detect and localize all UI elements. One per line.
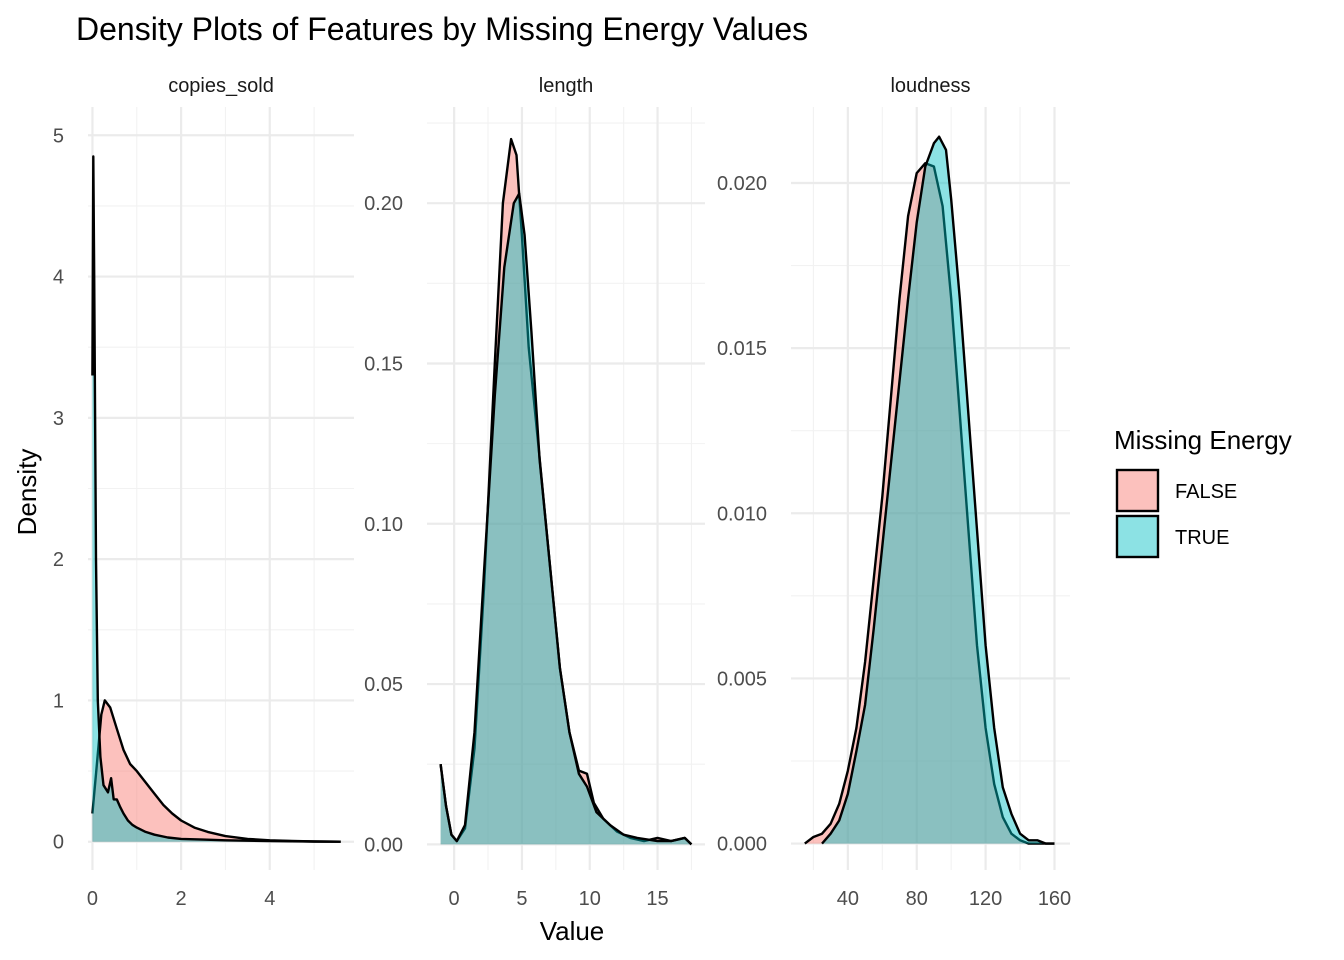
x-tick-label: 80 bbox=[906, 888, 928, 910]
panel-copies_sold: 0 1 2 3 4 5 0 2 4 copies_sold bbox=[53, 75, 354, 910]
density-area-copies_sold-false bbox=[92, 700, 341, 842]
y-tick-label: 0 bbox=[53, 832, 64, 854]
y-tick-label: 4 bbox=[53, 267, 64, 289]
density-line-copies_sold-false bbox=[91, 699, 341, 843]
density-line-length-true bbox=[439, 192, 693, 846]
x-axis-title: Value bbox=[540, 916, 605, 946]
x-tick-label: 0 bbox=[87, 888, 98, 910]
x-tick-label: 4 bbox=[264, 888, 275, 910]
x-tick-label: 10 bbox=[579, 888, 601, 910]
facet-label-loudness: loudness bbox=[890, 75, 970, 97]
legend-label-false: FALSE bbox=[1175, 481, 1237, 503]
x-tick-label: 160 bbox=[1038, 888, 1071, 910]
density-area-loudness-true bbox=[822, 136, 1055, 844]
y-tick-label: 0.000 bbox=[717, 834, 767, 856]
y-tick-label: 0.020 bbox=[717, 173, 767, 195]
x-tick-label: 15 bbox=[646, 888, 668, 910]
panel-length: 0.00 0.05 0.10 0.15 0.20 0 5 10 15 length bbox=[364, 75, 705, 910]
x-tick-label: 40 bbox=[837, 888, 859, 910]
y-tick-label: 0.00 bbox=[364, 834, 403, 856]
legend-key-true bbox=[1115, 514, 1160, 559]
facet-panels: 0 1 2 3 4 5 0 2 4 copies_sold 0.00 0.05 0.10 0.15 0.20… bbox=[53, 75, 1071, 910]
x-tick-label: 2 bbox=[176, 888, 187, 910]
density-line-copies_sold-true bbox=[91, 155, 341, 843]
x-tick-label: 0 bbox=[449, 888, 460, 910]
y-tick-label: 0.015 bbox=[717, 338, 767, 360]
y-tick-label: 0.05 bbox=[364, 674, 403, 696]
density-line-loudness-true bbox=[821, 135, 1055, 845]
density-area-copies_sold-true bbox=[92, 156, 341, 842]
legend-label-true: TRUE bbox=[1175, 527, 1229, 549]
y-tick-label: 0.005 bbox=[717, 668, 767, 690]
legend-title: Missing Energy bbox=[1114, 425, 1292, 455]
facet-label-copies_sold: copies_sold bbox=[168, 75, 274, 97]
chart-title: Density Plots of Features by Missing Ene… bbox=[76, 11, 808, 47]
y-tick-label: 1 bbox=[53, 690, 64, 712]
legend-key-false bbox=[1115, 468, 1160, 513]
density-area-length-false bbox=[440, 139, 692, 845]
x-tick-label: 120 bbox=[969, 888, 1002, 910]
y-tick-label: 0.010 bbox=[717, 503, 767, 525]
y-tick-label: 3 bbox=[53, 408, 64, 430]
y-tick-label: 2 bbox=[53, 549, 64, 571]
x-tick-label: 5 bbox=[516, 888, 527, 910]
y-tick-label: 5 bbox=[53, 125, 64, 147]
y-axis-title: Density bbox=[12, 449, 42, 536]
y-tick-label: 0.20 bbox=[364, 193, 403, 215]
density-area-length-true bbox=[440, 193, 692, 845]
density-area-loudness-false bbox=[804, 163, 1055, 844]
y-tick-label: 0.10 bbox=[364, 514, 403, 536]
panel-loudness: 0.000 0.005 0.010 0.015 0.020 40 80 120 160 loudn… bbox=[717, 75, 1071, 910]
y-tick-label: 0.15 bbox=[364, 353, 403, 375]
legend: Missing Energy FALSE TRUE bbox=[1114, 425, 1292, 559]
facet-label-length: length bbox=[539, 75, 594, 97]
